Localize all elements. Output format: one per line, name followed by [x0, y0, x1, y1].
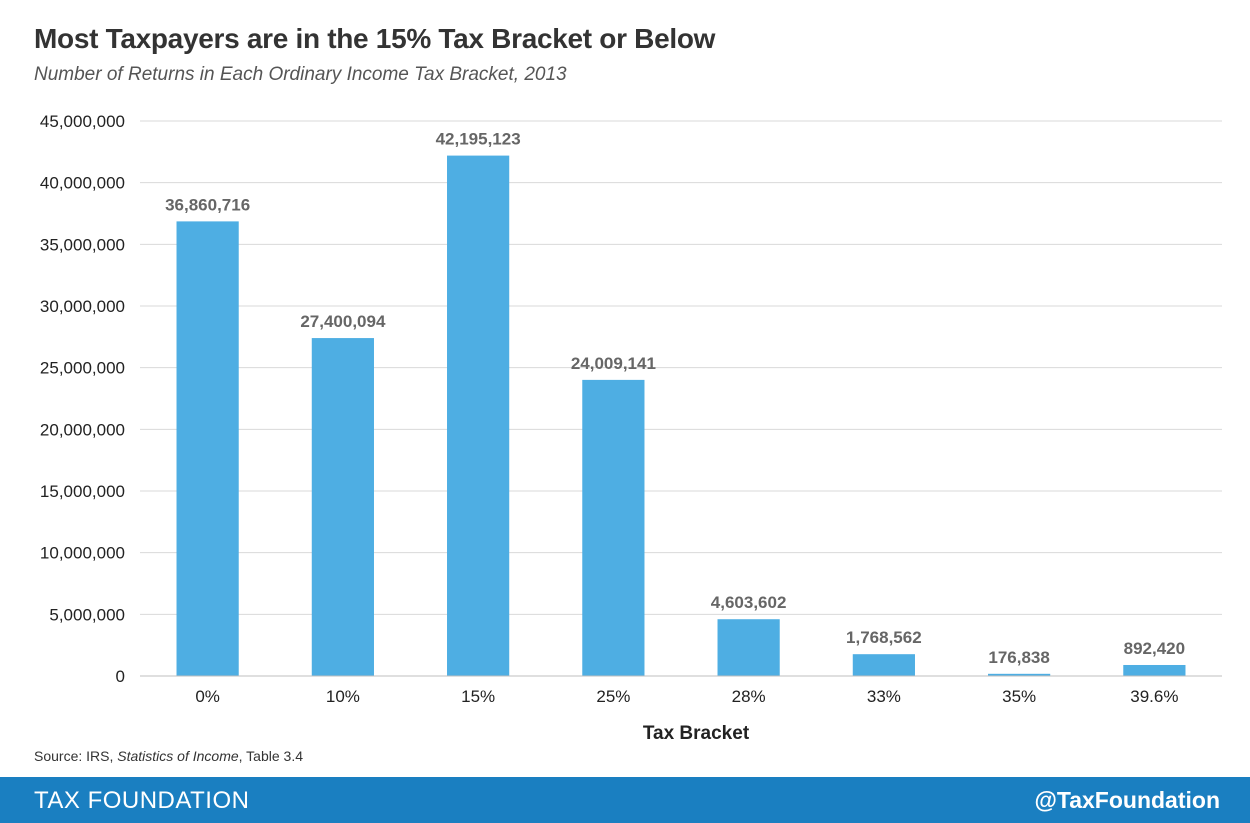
source-publication: Statistics of Income [117, 748, 239, 764]
bar-33-pct [852, 654, 915, 676]
bar-15-pct [447, 155, 510, 676]
gridlines [140, 120, 1222, 615]
data-label: 892,420 [1124, 639, 1185, 658]
y-tick-label: 25,000,000 [40, 359, 125, 378]
x-tick-label: 10% [326, 687, 360, 706]
source-suffix: , Table 3.4 [238, 748, 304, 764]
bar-0-pct [176, 221, 239, 676]
y-tick-label: 10,000,000 [40, 544, 125, 563]
data-label: 42,195,123 [436, 130, 521, 149]
source-prefix: Source: IRS, [34, 748, 118, 764]
bar-28-pct [717, 619, 780, 676]
x-tick-label: 28% [732, 687, 766, 706]
bar-35-pct [988, 673, 1051, 676]
data-label: 36,860,716 [165, 195, 250, 214]
data-label: 176,838 [988, 648, 1049, 667]
footer-bar: TAX FOUNDATION @TaxFoundation [0, 777, 1250, 823]
data-label: 1,768,562 [846, 628, 922, 647]
x-axis-title: Tax Bracket [643, 723, 750, 744]
x-tick-label: 33% [867, 687, 901, 706]
x-tick-label: 0% [195, 687, 220, 706]
y-tick-label: 35,000,000 [40, 235, 125, 254]
source-note: Source: IRS, Statistics of Income, Table… [34, 748, 303, 764]
y-tick-label: 5,000,000 [49, 605, 125, 624]
y-tick-label: 15,000,000 [40, 482, 125, 501]
y-axis-ticks: 0 5,000,000 10,000,000 15,000,000 20,000,000… [40, 112, 125, 686]
x-axis-ticks: 0% 10% 15% 25% 28% 33% 35% 39.6% [195, 687, 1178, 706]
x-tick-label: 39.6% [1130, 687, 1178, 706]
data-label: 27,400,094 [300, 312, 386, 331]
chart-subtitle: Number of Returns in Each Ordinary Incom… [34, 64, 567, 85]
bars [176, 155, 1186, 676]
y-tick-label: 45,000,000 [40, 112, 125, 131]
y-tick-label: 30,000,000 [40, 297, 125, 316]
y-tick-label: 40,000,000 [40, 174, 125, 193]
footer-brand: TAX FOUNDATION [34, 787, 250, 814]
bar-25-pct [582, 379, 645, 676]
chart-title: Most Taxpayers are in the 15% Tax Bracke… [34, 23, 716, 54]
y-tick-label: 20,000,000 [40, 420, 125, 439]
x-tick-label: 35% [1002, 687, 1036, 706]
x-tick-label: 15% [461, 687, 495, 706]
bar-39-6-pct [1123, 664, 1186, 676]
data-label: 4,603,602 [711, 593, 787, 612]
footer-handle[interactable]: @TaxFoundation [1034, 787, 1220, 813]
bar-chart: 0 5,000,000 10,000,000 15,000,000 20,000,000… [40, 112, 1222, 744]
y-tick-label: 0 [116, 667, 125, 686]
data-labels: 36,860,716 27,400,094 42,195,123 24,009,141… [165, 130, 1185, 667]
bar-10-pct [311, 338, 374, 676]
x-tick-label: 25% [596, 687, 630, 706]
data-label: 24,009,141 [571, 354, 656, 373]
